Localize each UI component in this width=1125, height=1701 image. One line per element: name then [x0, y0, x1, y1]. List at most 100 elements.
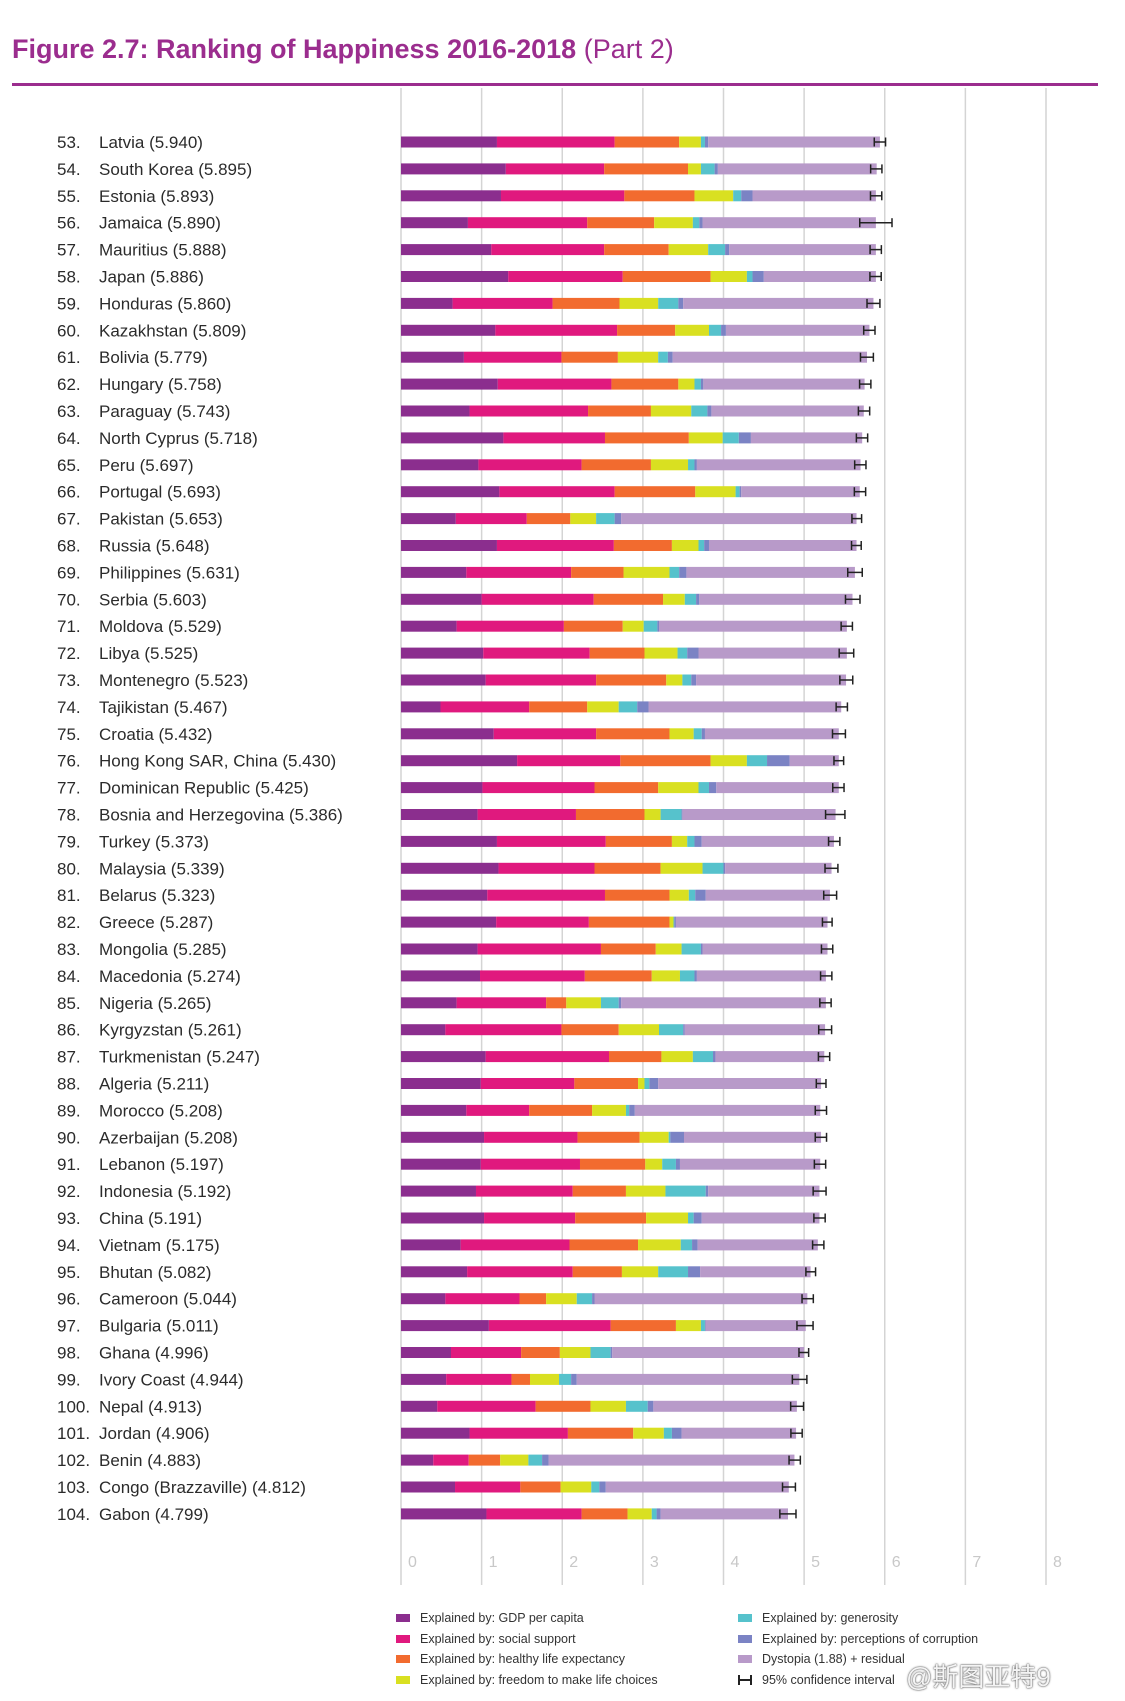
- bar-segment-social: [480, 1078, 575, 1089]
- bar-segment-dystopia: [612, 1347, 805, 1358]
- row-country-label: Gabon (4.799): [99, 1505, 209, 1524]
- bar-segment-gdp: [401, 1266, 468, 1278]
- bar-segment-dystopia: [594, 1293, 808, 1305]
- row-rank-label: 61.: [57, 348, 81, 367]
- bar-segment-social: [481, 593, 594, 605]
- bar-segment-dystopia: [752, 190, 876, 202]
- bar-segment-corruption: [678, 297, 684, 309]
- row-country-label: Hong Kong SAR, China (5.430): [99, 752, 336, 771]
- bar-segment-freedom: [530, 1373, 560, 1385]
- x-tick-label: 1: [489, 1554, 498, 1571]
- row-country-label: Macedonia (5.274): [99, 967, 241, 986]
- bar-segment-gdp: [401, 1239, 461, 1251]
- bar-segment-social: [477, 943, 601, 955]
- bar-segment-social: [484, 1212, 576, 1224]
- bar-segment-generosity: [735, 486, 740, 498]
- row-country-label: Montenegro (5.523): [99, 671, 248, 690]
- bar-segment-corruption: [647, 1400, 654, 1412]
- chart-title: Figure 2.7: Ranking of Happiness 2016-20…: [12, 34, 674, 65]
- bar-segment-health: [546, 997, 567, 1009]
- bar-segment-freedom: [650, 405, 692, 417]
- bar-segment-health: [563, 620, 623, 632]
- bar-segment-corruption: [694, 835, 702, 847]
- row-country-label: Pakistan (5.653): [99, 510, 223, 529]
- bar-segment-corruption: [701, 728, 705, 740]
- bar-segment-dystopia: [703, 378, 865, 390]
- bar-segment-generosity: [692, 1051, 714, 1063]
- bar-segment-gdp: [401, 970, 481, 982]
- row-country-label: Hungary (5.758): [99, 375, 222, 394]
- bar-segment-health: [575, 1212, 647, 1224]
- bar-segment-corruption: [687, 647, 699, 659]
- bar-segment-gdp: [401, 1293, 446, 1305]
- row-country-label: Russia (5.648): [99, 537, 210, 556]
- bar-segment-dystopia: [708, 136, 880, 148]
- bar-segment-health: [571, 566, 624, 578]
- bar-segment-health: [617, 324, 676, 336]
- bar-segment-social: [460, 1239, 570, 1251]
- bar-segment-social: [508, 271, 623, 282]
- bar-segment-freedom: [625, 1185, 666, 1197]
- bar-segment-freedom: [622, 620, 644, 632]
- bar-segment-freedom: [651, 970, 680, 982]
- bar-segment-generosity: [702, 862, 724, 874]
- bar-segment-corruption: [708, 782, 717, 794]
- bar-segment-generosity: [669, 566, 680, 578]
- bar-segment-corruption: [739, 486, 742, 498]
- bar-segment-health: [567, 1427, 634, 1439]
- bar-segment-social: [445, 1024, 562, 1036]
- row-country-label: Ghana (4.996): [99, 1344, 209, 1363]
- bar-segment-generosity: [681, 943, 701, 955]
- row-country-label: Mauritius (5.888): [99, 241, 227, 260]
- bar-segment-dystopia: [717, 163, 877, 175]
- bar-segment-gdp: [401, 351, 464, 363]
- bar-segment-generosity: [687, 835, 695, 847]
- bar-segment-social: [466, 566, 572, 578]
- legend-swatch-ci: [738, 1674, 752, 1685]
- bar-segment-social: [463, 351, 562, 363]
- row-rank-label: 79.: [57, 832, 81, 851]
- bar-segment-dystopia: [686, 566, 855, 578]
- bar-segment-social: [491, 244, 605, 256]
- bar-segment-social: [485, 674, 597, 686]
- legend-swatch-freedom: [396, 1675, 410, 1684]
- row-rank-label: 64.: [57, 429, 81, 448]
- legend-item-dystopia: Dystopia (1.88) + residual: [738, 1649, 978, 1670]
- bar-segment-health: [594, 862, 661, 874]
- legend-swatch-generosity: [738, 1614, 752, 1622]
- bar-segment-social: [456, 620, 564, 632]
- bar-segment-freedom: [669, 889, 689, 901]
- bar-segment-gdp: [401, 459, 479, 471]
- bar-segment-dystopia: [675, 916, 828, 928]
- bar-segment-corruption: [693, 1212, 702, 1224]
- bar-segment-generosity: [698, 782, 709, 794]
- bar-segment-health: [611, 378, 679, 390]
- bar-segment-freedom: [654, 217, 693, 229]
- bar-segment-corruption: [674, 916, 676, 928]
- x-tick-label: 2: [569, 1554, 578, 1571]
- bar-segment-gdp: [401, 540, 497, 551]
- bar-segment-social: [446, 1373, 512, 1385]
- bar-segment-health: [624, 190, 695, 202]
- bar-segment-freedom: [669, 728, 694, 740]
- bar-segment-social: [480, 970, 585, 982]
- bar-segment-generosity: [746, 271, 753, 282]
- legend-swatch-corruption: [738, 1634, 752, 1643]
- bar-segment-gdp: [401, 755, 518, 767]
- row-country-label: Lebanon (5.197): [99, 1155, 224, 1174]
- bar-segment-social: [455, 513, 527, 525]
- bar-segment-social: [485, 1051, 610, 1063]
- bar-segment-health: [610, 1320, 676, 1332]
- legend-item-generosity: Explained by: generosity: [738, 1608, 978, 1629]
- bar-segment-gdp: [401, 1078, 481, 1089]
- bar-segment-social: [486, 1508, 582, 1520]
- bar-segment-dystopia: [634, 1104, 821, 1116]
- bar-segment-freedom: [675, 324, 709, 336]
- bar-segment-freedom: [644, 809, 661, 820]
- bar-segment-social: [467, 1266, 573, 1278]
- bar-segment-corruption: [723, 862, 726, 874]
- row-rank-label: 67.: [57, 510, 81, 529]
- bar-segment-dystopia: [700, 1266, 811, 1278]
- bar-segment-freedom: [618, 1024, 659, 1036]
- bar-segment-freedom: [669, 916, 674, 928]
